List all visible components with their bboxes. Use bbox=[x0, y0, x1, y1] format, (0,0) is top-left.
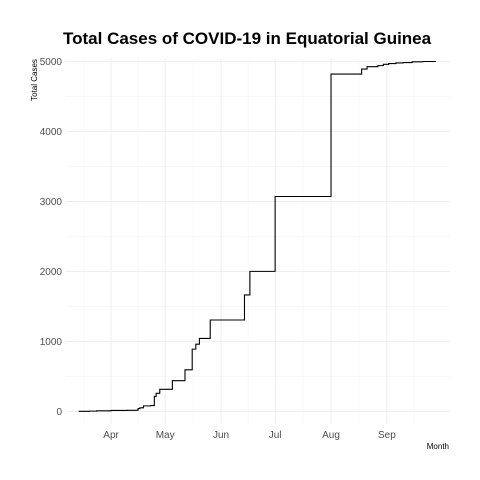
x-axis-title: Month bbox=[427, 442, 449, 451]
y-tick-label: 2000 bbox=[40, 267, 63, 278]
x-axis-ticks: Apr May Jun Jul Aug Sep bbox=[103, 430, 396, 441]
y-tick-label: 1000 bbox=[40, 337, 63, 348]
y-axis-title: Total Cases bbox=[30, 59, 39, 101]
y-tick-label: 5000 bbox=[40, 57, 63, 68]
series-line bbox=[78, 60, 437, 412]
y-tick-label: 3000 bbox=[40, 197, 63, 208]
y-tick-label: 0 bbox=[56, 407, 62, 418]
x-tick-label: Sep bbox=[378, 430, 396, 441]
y-tick-label: 4000 bbox=[40, 127, 63, 138]
x-tick-label: Jul bbox=[269, 430, 282, 441]
x-tick-label: Jun bbox=[213, 430, 229, 441]
x-tick-label: May bbox=[156, 430, 175, 441]
chart-title: Total Cases of COVID-19 in Equatorial Gu… bbox=[63, 29, 432, 48]
y-axis-ticks: 0 1000 2000 3000 4000 5000 bbox=[40, 57, 63, 418]
x-tick-label: Apr bbox=[103, 430, 119, 441]
grid bbox=[66, 58, 450, 424]
x-tick-label: Aug bbox=[322, 430, 340, 441]
